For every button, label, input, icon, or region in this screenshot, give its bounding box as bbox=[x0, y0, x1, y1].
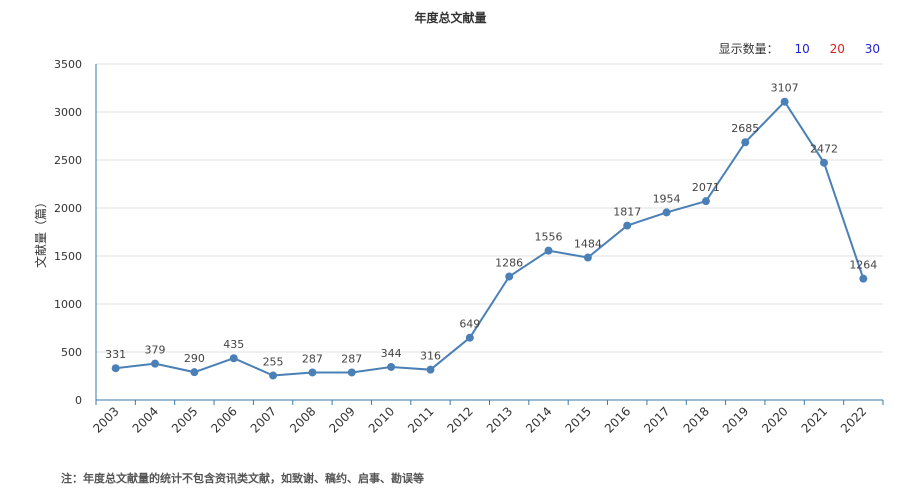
x-tick-label: 2013 bbox=[484, 404, 515, 435]
data-label: 2685 bbox=[731, 122, 759, 135]
y-tick-label: 3000 bbox=[54, 106, 82, 119]
y-axis-label: 文献量（篇） bbox=[33, 196, 48, 268]
data-label: 1264 bbox=[849, 259, 877, 272]
y-tick-label: 3500 bbox=[54, 58, 82, 71]
data-label: 1286 bbox=[495, 257, 523, 270]
data-point bbox=[151, 359, 160, 368]
x-tick-label: 2010 bbox=[366, 404, 397, 435]
x-tick-label: 2004 bbox=[130, 404, 161, 435]
chart-title: 年度总文献量 bbox=[414, 11, 487, 25]
footnote: 注：年度总文献量的统计不包含资讯类文献，如致谢、稿约、启事、勘误等 bbox=[61, 472, 424, 485]
data-point bbox=[583, 253, 592, 262]
data-point bbox=[701, 197, 710, 206]
data-label: 344 bbox=[381, 347, 402, 360]
display-count-selector: 显示数量： 10 20 30 bbox=[711, 40, 884, 57]
x-tick-label: 2015 bbox=[562, 404, 593, 435]
data-point bbox=[111, 364, 120, 373]
data-label: 1556 bbox=[535, 231, 563, 244]
x-tick-label: 2003 bbox=[90, 404, 121, 435]
data-label: 3107 bbox=[771, 82, 799, 95]
x-tick-label: 2005 bbox=[169, 404, 200, 435]
y-tick-label: 2500 bbox=[54, 154, 82, 167]
y-tick-label: 500 bbox=[61, 346, 82, 359]
data-point bbox=[741, 138, 750, 147]
display-count-option-10[interactable]: 10 bbox=[794, 42, 810, 56]
data-point bbox=[505, 272, 514, 281]
x-tick-label: 2011 bbox=[405, 404, 436, 435]
data-point bbox=[347, 368, 356, 377]
x-tick-label: 2007 bbox=[248, 404, 279, 435]
data-label: 287 bbox=[302, 352, 323, 365]
data-point bbox=[387, 362, 396, 371]
data-label: 2071 bbox=[692, 181, 720, 194]
data-point bbox=[623, 221, 632, 230]
data-point bbox=[269, 371, 278, 380]
x-tick-label: 2009 bbox=[326, 404, 357, 435]
x-tick-label: 2006 bbox=[208, 404, 239, 435]
data-point bbox=[308, 368, 317, 377]
data-point bbox=[465, 333, 474, 342]
x-tick-label: 2021 bbox=[799, 404, 830, 435]
display-count-option-20[interactable]: 20 bbox=[829, 42, 845, 56]
x-tick-label: 2019 bbox=[720, 404, 751, 435]
x-tick-label: 2018 bbox=[681, 404, 712, 435]
display-count-label: 显示数量： bbox=[718, 42, 779, 56]
y-tick-label: 2000 bbox=[54, 202, 82, 215]
data-label: 649 bbox=[459, 318, 480, 331]
x-tick-label: 2008 bbox=[287, 404, 318, 435]
x-tick-label: 2022 bbox=[838, 404, 869, 435]
data-label: 1484 bbox=[574, 238, 602, 251]
data-label: 331 bbox=[105, 348, 126, 361]
data-point bbox=[426, 365, 435, 374]
data-label: 255 bbox=[263, 356, 284, 369]
x-tick-label: 2020 bbox=[759, 404, 790, 435]
data-point bbox=[859, 274, 868, 283]
x-tick-label: 2012 bbox=[444, 404, 475, 435]
y-tick-label: 1000 bbox=[54, 298, 82, 311]
data-point bbox=[544, 246, 553, 255]
data-point bbox=[780, 97, 789, 106]
y-tick-label: 1500 bbox=[54, 250, 82, 263]
data-label: 1817 bbox=[613, 206, 641, 219]
x-tick-label: 2014 bbox=[523, 404, 554, 435]
data-label: 290 bbox=[184, 352, 205, 365]
data-label: 287 bbox=[341, 352, 362, 365]
display-count-option-30[interactable]: 30 bbox=[864, 42, 880, 56]
data-label: 379 bbox=[145, 344, 166, 357]
data-label: 316 bbox=[420, 350, 441, 363]
data-point bbox=[190, 368, 199, 377]
x-tick-label: 2016 bbox=[602, 404, 633, 435]
y-tick-label: 0 bbox=[75, 394, 82, 407]
series-line bbox=[115, 100, 865, 377]
x-tick-label: 2017 bbox=[641, 404, 672, 435]
data-label: 2472 bbox=[810, 143, 838, 156]
data-label: 435 bbox=[223, 338, 244, 351]
data-point bbox=[819, 158, 828, 167]
data-point bbox=[229, 354, 238, 363]
data-point bbox=[662, 208, 671, 217]
data-label: 1954 bbox=[653, 192, 681, 205]
